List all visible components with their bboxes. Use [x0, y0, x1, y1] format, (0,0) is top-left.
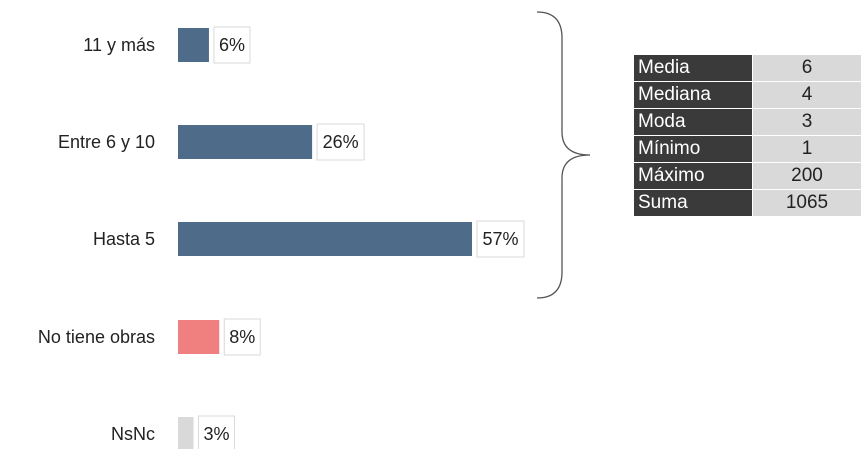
stat-value: 1	[752, 135, 861, 163]
category-label: NsNc	[111, 424, 155, 444]
stat-name: Suma	[634, 189, 753, 217]
data-label: 57%	[482, 229, 518, 249]
stat-value: 1065	[752, 189, 861, 217]
stat-name: Mínimo	[634, 135, 753, 163]
stat-name: Mediana	[634, 81, 753, 109]
stats-row: Máximo 200	[634, 162, 861, 190]
bar	[178, 28, 209, 62]
stat-name: Máximo	[634, 162, 753, 190]
bar	[178, 125, 313, 159]
data-label: 26%	[323, 132, 359, 152]
data-label-box	[197, 415, 235, 449]
category-label: No tiene obras	[38, 327, 155, 347]
stats-row: Mínimo 1	[634, 135, 861, 163]
bar	[178, 320, 220, 354]
category-label: Entre 6 y 10	[58, 132, 155, 152]
data-label: 8%	[229, 327, 255, 347]
data-label-box	[223, 318, 261, 356]
data-label: 3%	[203, 424, 229, 444]
bar	[178, 417, 194, 449]
data-label-box	[316, 123, 365, 161]
category-label: 11 y más	[83, 35, 155, 55]
stats-row: Media 6	[634, 55, 861, 82]
stat-name: Moda	[634, 108, 753, 136]
stat-value: 6	[752, 55, 861, 82]
stats-row: Mediana 4	[634, 81, 861, 109]
stat-name: Media	[634, 55, 753, 82]
bar	[178, 222, 472, 256]
stat-value: 3	[752, 108, 861, 136]
stat-value: 200	[752, 162, 861, 190]
stats-row: Moda 3	[634, 108, 861, 136]
stats-table: Media 6 Mediana 4 Moda 3 Mínimo 1 Máximo 200 Suma 1…	[634, 55, 861, 217]
data-label-box	[476, 220, 525, 258]
data-label: 6%	[219, 35, 245, 55]
stats-row: Suma 1065	[634, 189, 861, 217]
bars-layer: 11 y más 6% Entre 6 y 10 26% Hasta 5 57% No ti…	[38, 26, 525, 449]
data-label-box	[213, 26, 251, 64]
category-label: Hasta 5	[93, 229, 155, 249]
stat-value: 4	[752, 81, 861, 109]
grouping-brace	[536, 11, 591, 299]
